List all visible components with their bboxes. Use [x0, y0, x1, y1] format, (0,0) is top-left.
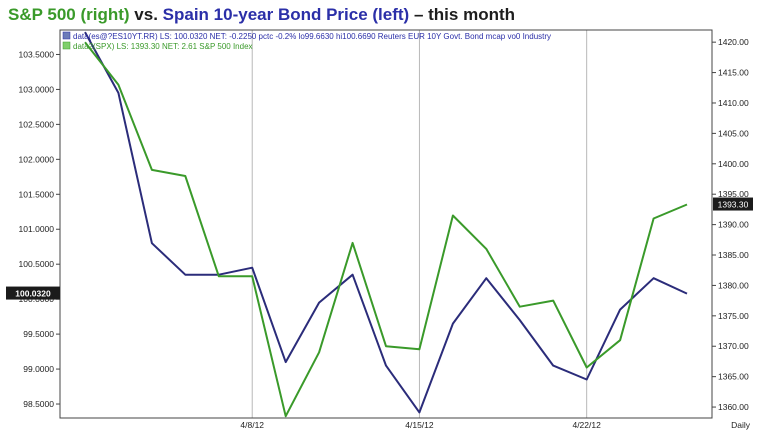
right-last-value-label: 1393.30: [718, 200, 749, 210]
right-tick-label: 1375.00: [718, 311, 749, 321]
right-tick-label: 1400.00: [718, 159, 749, 169]
left-tick-label: 102.5000: [19, 119, 55, 129]
chart-title: S&P 500 (right) vs. Spain 10-year Bond P…: [8, 5, 515, 25]
left-last-value-box: [6, 286, 60, 300]
right-tick-label: 1405.00: [718, 128, 749, 138]
x-period-label: Daily: [731, 420, 751, 430]
right-tick-label: 1360.00: [718, 402, 749, 412]
left-tick-label: 101.0000: [19, 224, 55, 234]
legend-bond-series: data(es@?ES10YT.RR) LS: 100.0320 NET: -0…: [73, 32, 551, 41]
left-tick-label: 99.5000: [23, 329, 54, 339]
right-last-value-box: [713, 197, 753, 211]
left-tick-label: 102.0000: [19, 154, 55, 164]
left-tick-label: 98.5000: [23, 399, 54, 409]
right-tick-label: 1410.00: [718, 98, 749, 108]
right-tick-label: 1385.00: [718, 250, 749, 260]
plot-frame: [59, 29, 713, 419]
right-tick-label: 1365.00: [718, 372, 749, 382]
right-tick-label: 1415.00: [718, 68, 749, 78]
title-sp500: S&P 500 (right): [8, 5, 130, 24]
right-tick-label: 1395.00: [718, 189, 749, 199]
right-tick-label: 1390.00: [718, 220, 749, 230]
left-tick-label: 103.5000: [19, 49, 55, 59]
left-last-value-label: 100.0320: [15, 289, 51, 299]
legend: data(es@?ES10YT.RR) LS: 100.0320 NET: -0…: [62, 31, 551, 51]
left-tick-label: 100.5000: [19, 259, 55, 269]
title-vs: vs.: [129, 5, 163, 24]
right-tick-label: 1380.00: [718, 280, 749, 290]
x-tick-label: 4/22/12: [572, 420, 601, 430]
left-tick-label: 99.0000: [23, 364, 54, 374]
left-tick-label: 101.5000: [19, 189, 55, 199]
x-tick-label: 4/15/12: [405, 420, 434, 430]
x-tick-label: 4/8/12: [240, 420, 264, 430]
legend-spx-series: data2(SPX) LS: 1393.30 NET: 2.61 S&P 500…: [73, 42, 253, 51]
series-line-sp500: [84, 41, 688, 418]
legend-swatch-spx: [62, 41, 71, 50]
legend-swatch-bond: [62, 31, 71, 40]
series-line-spain-bond: [84, 31, 688, 414]
left-tick-label: 103.0000: [19, 84, 55, 94]
right-tick-label: 1420.00: [718, 37, 749, 47]
title-spain-bond: Spain 10-year Bond Price (left): [162, 5, 410, 24]
title-period: – this month: [409, 5, 516, 24]
right-tick-label: 1370.00: [718, 341, 749, 351]
